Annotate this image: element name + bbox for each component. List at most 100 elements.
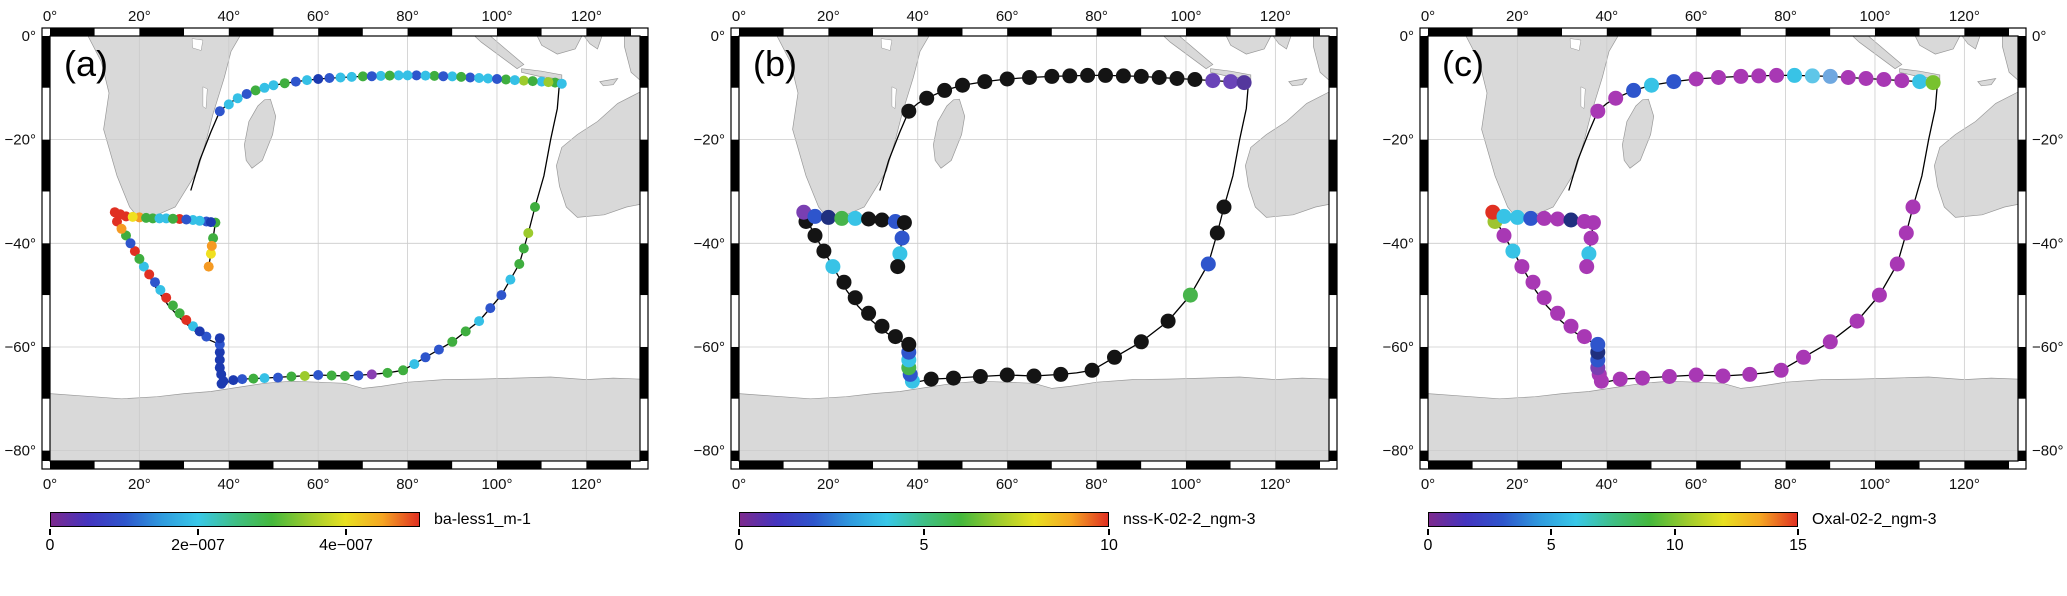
- land-polygon: [1622, 98, 1655, 169]
- frame-band: [1141, 461, 1186, 469]
- station-dot: [1579, 259, 1595, 275]
- frame-band: [640, 295, 648, 347]
- frame-band: [2009, 461, 2018, 469]
- station-dot: [1590, 103, 1606, 119]
- lon-tick-label-top: 0°: [43, 8, 57, 25]
- lat-tick-label-left: −40°: [1383, 235, 1414, 252]
- frame-band: [1096, 28, 1142, 36]
- lon-tick-label-top: 100°: [1859, 8, 1890, 25]
- station-dot: [115, 209, 126, 220]
- lon-tick-label-top: 60°: [1685, 8, 1708, 25]
- frame-band: [1830, 461, 1875, 469]
- station-dot: [335, 72, 346, 83]
- station-dot: [214, 106, 225, 117]
- land-polygon: [776, 36, 930, 217]
- station-dot: [1769, 67, 1785, 83]
- station-dot: [1871, 287, 1887, 303]
- station-dot: [1925, 75, 1941, 91]
- frame-band: [1007, 461, 1052, 469]
- station-dot: [1187, 72, 1203, 87]
- station-dot: [901, 103, 917, 119]
- station-dot: [816, 243, 832, 259]
- frame-band: [2009, 28, 2018, 36]
- lat-tick-label-left: −40°: [694, 235, 725, 252]
- station-dot: [384, 70, 395, 81]
- frame-band: [1329, 243, 1337, 296]
- station-dot: [1550, 211, 1566, 227]
- lon-tick-label-bottom: 80°: [396, 476, 419, 493]
- station-dot: [999, 71, 1015, 87]
- frame-band: [1964, 28, 2010, 36]
- frame-band: [42, 295, 50, 347]
- land-polygon: [536, 36, 583, 55]
- frame-band: [407, 461, 453, 469]
- station-dot: [313, 370, 324, 380]
- lat-tick-label-left: −20°: [5, 132, 36, 149]
- station-dot: [1840, 70, 1856, 85]
- frame-band: [783, 461, 829, 469]
- colorbar-tick-label: 5: [919, 537, 929, 554]
- colorbar-tick: [923, 529, 925, 535]
- station-dot: [892, 246, 908, 262]
- station-dot: [505, 274, 516, 285]
- colorbar-b-gradient: [739, 512, 1109, 527]
- land-polygon: [1465, 36, 1619, 217]
- station-dot: [807, 228, 823, 243]
- frame-band: [42, 36, 50, 88]
- lat-tick-label-left: 0°: [1400, 28, 1414, 45]
- land-polygon: [1225, 36, 1272, 55]
- station-dot: [324, 73, 335, 83]
- station-dot: [411, 70, 422, 81]
- station-dot: [919, 90, 935, 106]
- frame-band: [640, 87, 648, 140]
- frame-band: [1874, 461, 1920, 469]
- station-dot: [346, 71, 357, 82]
- station-dot: [214, 333, 225, 344]
- station-dot: [302, 75, 312, 86]
- frame-band: [1275, 461, 1321, 469]
- station-dot: [483, 73, 493, 84]
- colorbar-c-label: Oxal-02-2_ngm-3: [1812, 511, 1937, 528]
- land-polygon: [933, 98, 966, 169]
- lon-tick-label-top: 100°: [1170, 8, 1201, 25]
- station-dot: [1505, 243, 1521, 259]
- colorbar-tick-label: 0: [1423, 537, 1433, 554]
- station-dot: [874, 212, 890, 228]
- station-dot: [861, 305, 877, 321]
- station-dot: [1688, 367, 1704, 383]
- station-dot: [393, 70, 404, 81]
- frame-band: [2018, 295, 2026, 347]
- lon-tick-label-top: 20°: [817, 8, 840, 25]
- lon-tick-label-bottom: 0°: [43, 476, 57, 493]
- land-polygon: [1272, 36, 1292, 50]
- colorbar-tick-label: 15: [1789, 537, 1807, 554]
- frame-band: [1562, 461, 1607, 469]
- frame-band: [1420, 398, 1428, 451]
- colorbar-b-ticks: 0 5 10: [735, 529, 1118, 569]
- colorbar-b: nss-K-02-2_ngm-3 0 5 10: [735, 511, 1359, 582]
- frame-band: [42, 346, 50, 399]
- frame-band: [1919, 461, 1965, 469]
- station-dot: [1216, 199, 1232, 215]
- frame-band: [42, 87, 50, 140]
- station-dot: [1205, 73, 1221, 89]
- lon-tick-label-top: 60°: [307, 8, 330, 25]
- land-polygon: [583, 36, 603, 50]
- station-dot: [237, 374, 248, 385]
- station-dot: [1525, 274, 1541, 290]
- frame-band: [1420, 450, 1428, 461]
- land-polygon: [244, 98, 277, 169]
- lon-tick-label-bottom: 100°: [481, 476, 512, 493]
- frame-band: [1472, 461, 1518, 469]
- station-dot: [214, 362, 225, 373]
- station-dot: [834, 210, 850, 226]
- frame-band: [873, 461, 918, 469]
- lon-tick-label-top: 40°: [1595, 8, 1618, 25]
- lon-tick-label-top: 80°: [396, 8, 419, 25]
- lat-tick-label-right: −40°: [2032, 235, 2063, 252]
- frame-inner: [1427, 35, 2019, 462]
- frame-band: [318, 28, 363, 36]
- station-dot: [1209, 225, 1225, 241]
- station-dot: [181, 214, 192, 225]
- frame-band: [1740, 28, 1786, 36]
